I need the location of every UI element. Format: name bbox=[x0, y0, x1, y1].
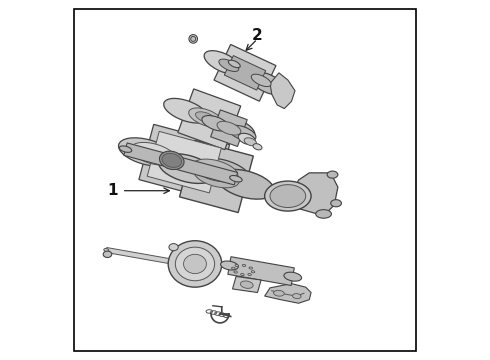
Ellipse shape bbox=[220, 261, 238, 270]
Ellipse shape bbox=[238, 133, 255, 144]
Ellipse shape bbox=[191, 36, 196, 41]
Ellipse shape bbox=[211, 116, 255, 140]
Polygon shape bbox=[224, 55, 266, 90]
Polygon shape bbox=[124, 143, 238, 185]
Ellipse shape bbox=[241, 274, 244, 276]
Polygon shape bbox=[147, 131, 221, 193]
Ellipse shape bbox=[184, 254, 206, 274]
Ellipse shape bbox=[204, 51, 241, 74]
Ellipse shape bbox=[232, 267, 235, 269]
Ellipse shape bbox=[194, 165, 239, 188]
Polygon shape bbox=[139, 124, 230, 200]
Polygon shape bbox=[179, 140, 253, 213]
Ellipse shape bbox=[228, 60, 240, 68]
Ellipse shape bbox=[273, 291, 284, 296]
Ellipse shape bbox=[244, 138, 257, 146]
Text: 1: 1 bbox=[108, 183, 118, 198]
Ellipse shape bbox=[331, 200, 342, 207]
Ellipse shape bbox=[251, 74, 271, 86]
Ellipse shape bbox=[230, 175, 242, 182]
Ellipse shape bbox=[293, 293, 301, 298]
Polygon shape bbox=[214, 44, 276, 101]
Ellipse shape bbox=[235, 265, 239, 267]
Ellipse shape bbox=[193, 159, 238, 182]
Ellipse shape bbox=[168, 241, 222, 287]
Ellipse shape bbox=[316, 210, 331, 218]
Ellipse shape bbox=[229, 125, 256, 141]
Polygon shape bbox=[106, 248, 184, 266]
Ellipse shape bbox=[162, 153, 182, 167]
Ellipse shape bbox=[248, 273, 251, 276]
Ellipse shape bbox=[234, 271, 238, 273]
Ellipse shape bbox=[249, 267, 252, 269]
Ellipse shape bbox=[119, 138, 174, 166]
Polygon shape bbox=[292, 173, 338, 216]
Ellipse shape bbox=[242, 264, 246, 266]
Text: 2: 2 bbox=[252, 28, 263, 43]
Ellipse shape bbox=[249, 72, 286, 95]
Ellipse shape bbox=[219, 59, 239, 72]
Ellipse shape bbox=[169, 244, 178, 251]
Polygon shape bbox=[265, 284, 311, 303]
Ellipse shape bbox=[175, 247, 215, 281]
Ellipse shape bbox=[159, 151, 184, 170]
Ellipse shape bbox=[164, 98, 208, 123]
Ellipse shape bbox=[181, 262, 186, 265]
Ellipse shape bbox=[327, 171, 338, 178]
Ellipse shape bbox=[104, 248, 109, 251]
Ellipse shape bbox=[119, 146, 132, 152]
Polygon shape bbox=[232, 276, 261, 293]
Ellipse shape bbox=[195, 158, 250, 186]
Ellipse shape bbox=[217, 170, 274, 199]
Polygon shape bbox=[270, 73, 295, 109]
Ellipse shape bbox=[189, 35, 197, 43]
Ellipse shape bbox=[217, 121, 241, 135]
Polygon shape bbox=[178, 89, 241, 150]
Ellipse shape bbox=[159, 154, 216, 183]
Ellipse shape bbox=[131, 143, 176, 165]
Ellipse shape bbox=[103, 251, 112, 257]
Ellipse shape bbox=[253, 144, 262, 150]
Ellipse shape bbox=[196, 112, 216, 123]
Polygon shape bbox=[211, 110, 247, 147]
Polygon shape bbox=[228, 257, 294, 285]
Ellipse shape bbox=[189, 108, 222, 127]
Ellipse shape bbox=[251, 271, 255, 273]
Ellipse shape bbox=[265, 181, 311, 211]
Ellipse shape bbox=[270, 185, 306, 207]
Ellipse shape bbox=[241, 281, 253, 288]
Ellipse shape bbox=[202, 116, 229, 131]
Ellipse shape bbox=[284, 272, 301, 281]
